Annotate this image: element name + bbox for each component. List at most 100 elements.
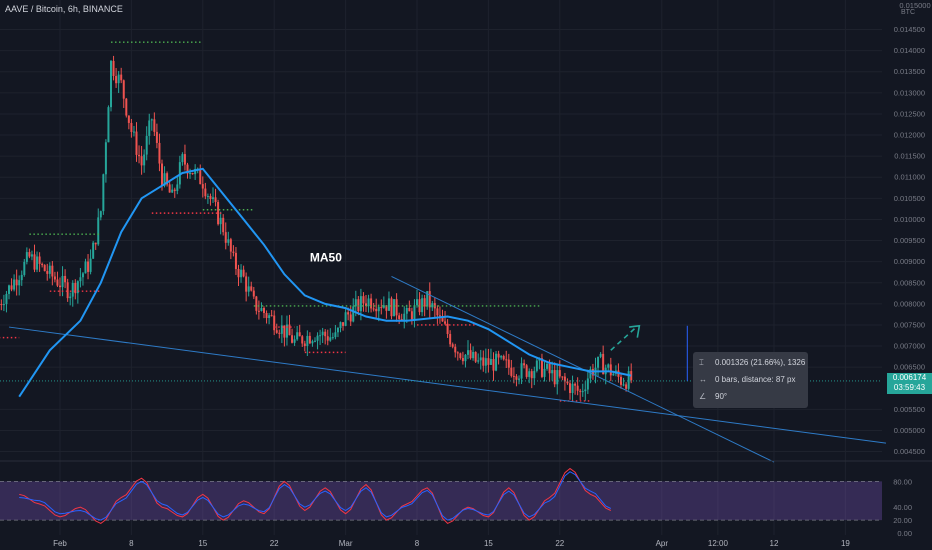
symbol-title[interactable]: AAVE / Bitcoin, 6h, BINANCE <box>5 4 123 14</box>
candle-body <box>387 298 390 311</box>
price-tick-label: 0.011500 <box>894 152 925 161</box>
candle-body <box>492 359 495 371</box>
candle-body <box>135 131 138 155</box>
candle-body <box>178 162 181 185</box>
projection-line <box>610 326 637 351</box>
candle-body <box>247 286 250 292</box>
candle-body <box>395 299 398 316</box>
candle-body <box>497 353 500 358</box>
candle-body <box>209 196 212 200</box>
measure-tooltip: ⌶ 0.001326 (21.66%), 1326 ↔ 0 bars, distan… <box>693 352 808 408</box>
candle-body <box>28 252 31 257</box>
candle-body <box>59 285 61 288</box>
projection-arrowhead <box>629 324 641 338</box>
measure-angle-row: ∠ 90° <box>699 390 727 403</box>
candle-body <box>533 370 536 379</box>
candle-body <box>181 154 184 163</box>
candle-body <box>104 142 107 175</box>
time-axis[interactable]: Feb 8 15 22 Mar 8 15 22 Apr 12:00 12 19 <box>53 539 850 548</box>
candle-body <box>502 356 505 360</box>
candle-body <box>168 184 171 193</box>
last-price-tag[interactable]: 0.006174 03:59:43 <box>887 372 932 394</box>
main-pane[interactable]: MA50 <box>0 0 887 535</box>
candle-body <box>535 360 538 371</box>
candle-body <box>99 211 102 218</box>
candle-body <box>41 263 44 266</box>
time-tick-label: 22 <box>270 539 279 548</box>
candle-body <box>79 277 82 282</box>
candle-body <box>403 313 406 322</box>
candle-body <box>153 119 156 132</box>
candle-body <box>316 335 319 341</box>
candle-body <box>301 336 304 344</box>
candle-body <box>510 367 513 376</box>
candle-body <box>405 307 408 314</box>
candle-body <box>66 282 69 299</box>
candle-body <box>520 363 523 379</box>
candle-body <box>518 378 520 380</box>
candle-body <box>171 189 174 193</box>
candle-body <box>145 135 148 155</box>
candle-body <box>173 189 176 191</box>
price-tick-label: 0.006500 <box>894 363 925 372</box>
oscillator-pane[interactable] <box>0 460 932 525</box>
candle-body <box>324 331 327 337</box>
candle-body <box>553 370 556 385</box>
candle-body <box>416 299 418 306</box>
candle-body <box>543 368 546 377</box>
candle-body <box>84 261 87 274</box>
candle-body <box>288 324 291 336</box>
price-tick-label: 0.011000 <box>894 173 925 182</box>
price-tick-label: 0.013500 <box>894 67 925 76</box>
trendline-support <box>8 326 887 444</box>
price-tick-label: 0.005000 <box>894 426 925 435</box>
candle-body <box>607 364 610 368</box>
oscillator-axis[interactable]: 80.00 40.00 20.00 0.00 <box>893 477 912 538</box>
candle-body <box>296 332 299 340</box>
candle-body <box>69 296 72 299</box>
candle-body <box>584 389 587 392</box>
candle-body <box>380 307 383 309</box>
time-tick-label: Feb <box>53 539 67 548</box>
candle-body <box>382 305 385 308</box>
candle-body <box>599 353 602 357</box>
candle-body <box>546 363 549 369</box>
candle-body <box>240 269 243 278</box>
candle-body <box>306 335 309 347</box>
candle-body <box>273 315 276 331</box>
candle-body <box>212 197 214 200</box>
price-tick-label: 0.009500 <box>894 236 925 245</box>
candle-body <box>138 154 141 157</box>
candle-body <box>336 328 339 333</box>
candle-body <box>5 293 8 305</box>
candle-body <box>342 322 345 326</box>
time-tick-label: 12 <box>770 539 779 548</box>
candle-body <box>597 356 600 368</box>
candle-body <box>339 322 342 329</box>
candle-body <box>428 291 431 308</box>
candle-body <box>558 370 561 377</box>
price-tick-label: 0.007500 <box>894 320 925 329</box>
measure-bars: 0 bars, distance: 87 px <box>715 375 796 384</box>
candle-body <box>229 239 232 252</box>
candle-body <box>51 265 54 277</box>
candle-body <box>393 299 396 317</box>
axis-top-label: 0.015000 <box>899 1 930 10</box>
candle-body <box>263 308 265 314</box>
candle-body <box>507 359 510 368</box>
candle-body <box>505 359 508 361</box>
candle-body <box>270 315 273 317</box>
candle-body <box>64 275 67 283</box>
candle-body <box>38 256 41 264</box>
axis-currency-label: BTC <box>901 9 915 16</box>
candle-body <box>459 353 462 358</box>
price-tick-label: 0.012000 <box>894 131 925 140</box>
candle-body <box>566 381 569 384</box>
candle-body <box>308 335 311 344</box>
candle-body <box>319 335 322 337</box>
candle-body <box>0 304 3 306</box>
candle-body <box>602 353 605 375</box>
time-tick-label: 8 <box>415 539 420 548</box>
